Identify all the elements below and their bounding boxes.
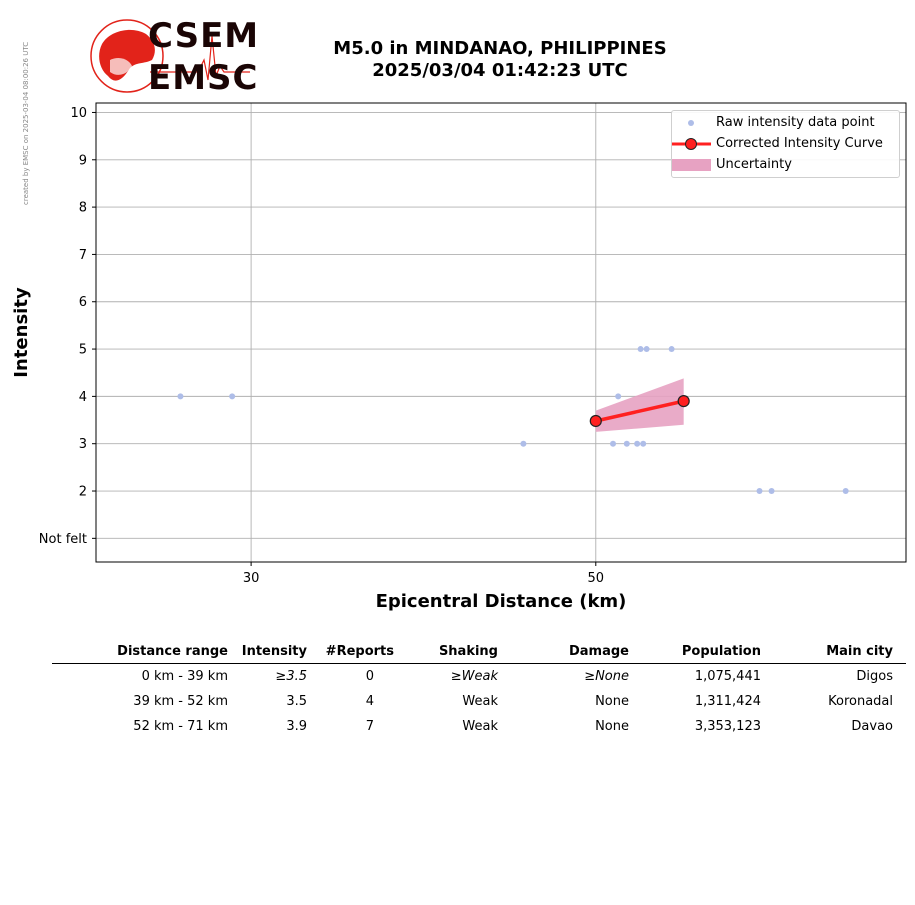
raw-data-point xyxy=(177,393,184,400)
header-shaking: Shaking xyxy=(438,644,498,659)
chart-title: M5.0 in MINDANAO, PHILIPPINES xyxy=(333,38,667,59)
cell-intensity: 3.9 xyxy=(286,719,307,734)
y-tick-label: Not felt xyxy=(39,532,87,547)
header-distance-range: Distance range xyxy=(117,644,228,659)
cell-main-city: Davao xyxy=(851,719,893,734)
chart-subtitle: 2025/03/04 01:42:23 UTC xyxy=(372,60,628,81)
globe-logo-icon xyxy=(90,19,250,93)
corrected-curve-line xyxy=(595,399,685,423)
y-tick-label: 10 xyxy=(70,106,87,121)
raw-data-point xyxy=(615,393,622,400)
cell-shaking: Weak xyxy=(462,694,498,709)
y-tick-label: 3 xyxy=(79,437,87,452)
csem-emsc-logo: CSEM EMSC xyxy=(88,16,258,98)
table-row: 39 km - 52 km 3.5 4 Weak None 1,311,424 … xyxy=(52,694,906,716)
legend-label-curve: Corrected Intensity Curve xyxy=(716,136,883,151)
cell-intensity: ≥3.5 xyxy=(275,669,307,684)
uncertainty-band xyxy=(595,378,684,432)
header-main-city: Main city xyxy=(826,644,893,659)
x-tick-label: 50 xyxy=(588,571,605,586)
cell-reports: 0 xyxy=(365,669,374,684)
x-tick-label: 30 xyxy=(243,571,260,586)
y-tick-label: 2 xyxy=(79,485,87,500)
raw-data-point xyxy=(643,346,650,353)
table-header-row: Distance range Intensity #Reports Shakin… xyxy=(52,644,906,666)
x-axis-label: Epicentral Distance (km) xyxy=(376,591,627,612)
intensity-chart: Not felt 2 3 4 5 6 7 8 9 10 30 50 Epicentral Distanc… xyxy=(11,102,907,612)
cell-reports: 7 xyxy=(365,719,374,734)
cell-population: 1,075,441 xyxy=(694,669,761,684)
cell-distance: 39 km - 52 km xyxy=(133,694,228,709)
legend-item-uncertainty: Uncertainty xyxy=(672,155,899,175)
cell-shaking: ≥Weak xyxy=(450,669,498,684)
y-tick-label: 7 xyxy=(79,248,87,263)
cell-reports: 4 xyxy=(365,694,374,709)
legend-item-curve: Corrected Intensity Curve xyxy=(672,134,899,154)
cell-damage: None xyxy=(595,694,629,709)
y-tick-label: 5 xyxy=(79,343,87,358)
raw-data-point xyxy=(640,440,647,447)
header-reports: #Reports xyxy=(325,644,394,659)
cell-damage: None xyxy=(595,719,629,734)
cell-distance: 52 km - 71 km xyxy=(133,719,228,734)
chart-legend: Raw intensity data point Corrected Inten… xyxy=(671,110,900,178)
plot-frame xyxy=(95,102,907,563)
raw-data-point xyxy=(768,488,775,495)
header-population: Population xyxy=(681,644,761,659)
corrected-curve-point xyxy=(677,395,690,408)
corrected-curve-point xyxy=(589,414,602,428)
logo-line-1: CSEM xyxy=(148,16,260,56)
legend-label-uncertainty: Uncertainty xyxy=(716,157,792,172)
raw-data-point xyxy=(229,393,236,400)
raw-data-point xyxy=(634,440,641,447)
table-row: 0 km - 39 km ≥3.5 0 ≥Weak ≥None 1,075,44… xyxy=(52,669,906,691)
raw-data-point xyxy=(637,346,644,353)
y-tick-label: 8 xyxy=(79,201,87,216)
raw-data-point xyxy=(842,488,849,495)
cell-population: 1,311,424 xyxy=(694,694,761,709)
table-row: 52 km - 71 km 3.9 7 Weak None 3,353,123 … xyxy=(52,719,906,741)
header-intensity: Intensity xyxy=(241,644,307,659)
raw-data-point xyxy=(520,440,527,447)
cell-distance: 0 km - 39 km xyxy=(141,669,228,684)
table-header-rule xyxy=(52,663,906,664)
legend-item-raw: Raw intensity data point xyxy=(672,113,899,133)
cell-intensity: 3.5 xyxy=(286,694,307,709)
raw-data-point xyxy=(668,346,675,353)
cell-main-city: Digos xyxy=(856,669,893,684)
y-tick-label: 6 xyxy=(79,295,87,310)
raw-data-point xyxy=(623,440,630,447)
raw-data-point xyxy=(610,440,617,447)
logo-line-2: EMSC xyxy=(148,58,259,98)
y-tick-label: 9 xyxy=(79,153,87,168)
header-damage: Damage xyxy=(568,644,629,659)
cell-damage: ≥None xyxy=(584,669,629,684)
cell-population: 3,353,123 xyxy=(694,719,761,734)
raw-data-point xyxy=(756,488,763,495)
legend-label-raw: Raw intensity data point xyxy=(716,115,875,130)
cell-main-city: Koronadal xyxy=(828,694,893,709)
cell-shaking: Weak xyxy=(462,719,498,734)
y-axis-label: Intensity xyxy=(11,287,32,378)
y-tick-label: 4 xyxy=(79,390,87,405)
